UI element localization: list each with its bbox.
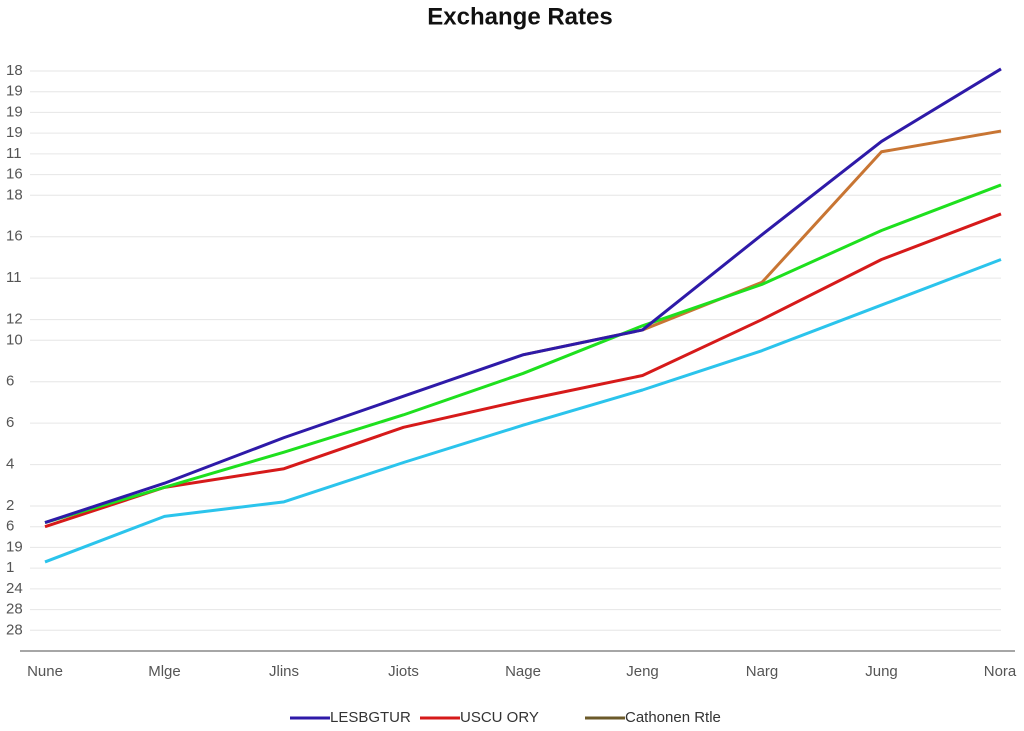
y-tick-label: 28 — [6, 601, 23, 618]
x-tick-label: Nora — [984, 663, 1017, 680]
y-tick-label: 19 — [6, 103, 23, 120]
y-tick-label: 2 — [6, 497, 14, 514]
y-tick-label: 19 — [6, 83, 23, 100]
y-tick-label: 1 — [6, 559, 14, 576]
legend-label: LESBGTUR — [330, 709, 411, 726]
series-line — [44, 212, 1002, 529]
x-tick-label: Nage — [505, 663, 541, 680]
y-tick-label: 11 — [6, 145, 22, 162]
y-tick-label: 6 — [6, 518, 14, 535]
x-tick-label: Jiots — [388, 663, 419, 680]
y-tick-label: 12 — [6, 311, 23, 328]
y-tick-label: 16 — [6, 228, 23, 245]
x-tick-label: Jung — [865, 663, 898, 680]
series-line — [522, 129, 1002, 357]
y-tick-label: 18 — [6, 62, 23, 79]
y-tick-label: 18 — [6, 186, 23, 203]
x-tick-label: Jlins — [269, 663, 299, 680]
chart-title: Exchange Rates — [427, 3, 612, 30]
y-tick-label: 19 — [6, 538, 23, 555]
y-tick-label: 16 — [6, 166, 23, 183]
y-tick-label: 28 — [6, 621, 23, 638]
x-tick-label: Nune — [27, 663, 63, 680]
series-line — [44, 183, 1002, 525]
y-tick-label: 6 — [6, 414, 14, 431]
x-tick-label: Jeng — [626, 663, 659, 680]
y-tick-label: 24 — [6, 580, 23, 597]
y-tick-label: 4 — [6, 456, 14, 473]
y-tick-label: 10 — [6, 331, 23, 348]
y-tick-label: 6 — [6, 373, 14, 390]
series-line — [44, 258, 1002, 564]
x-tick-label: Mlge — [148, 663, 181, 680]
x-tick-label: Narg — [746, 663, 779, 680]
legend-label: Cathonen Rtle — [625, 709, 721, 726]
legend-label: USCU ORY — [460, 709, 539, 726]
y-tick-label: 19 — [6, 124, 23, 141]
series-line — [44, 67, 1002, 524]
y-tick-label: 11 — [6, 269, 22, 286]
